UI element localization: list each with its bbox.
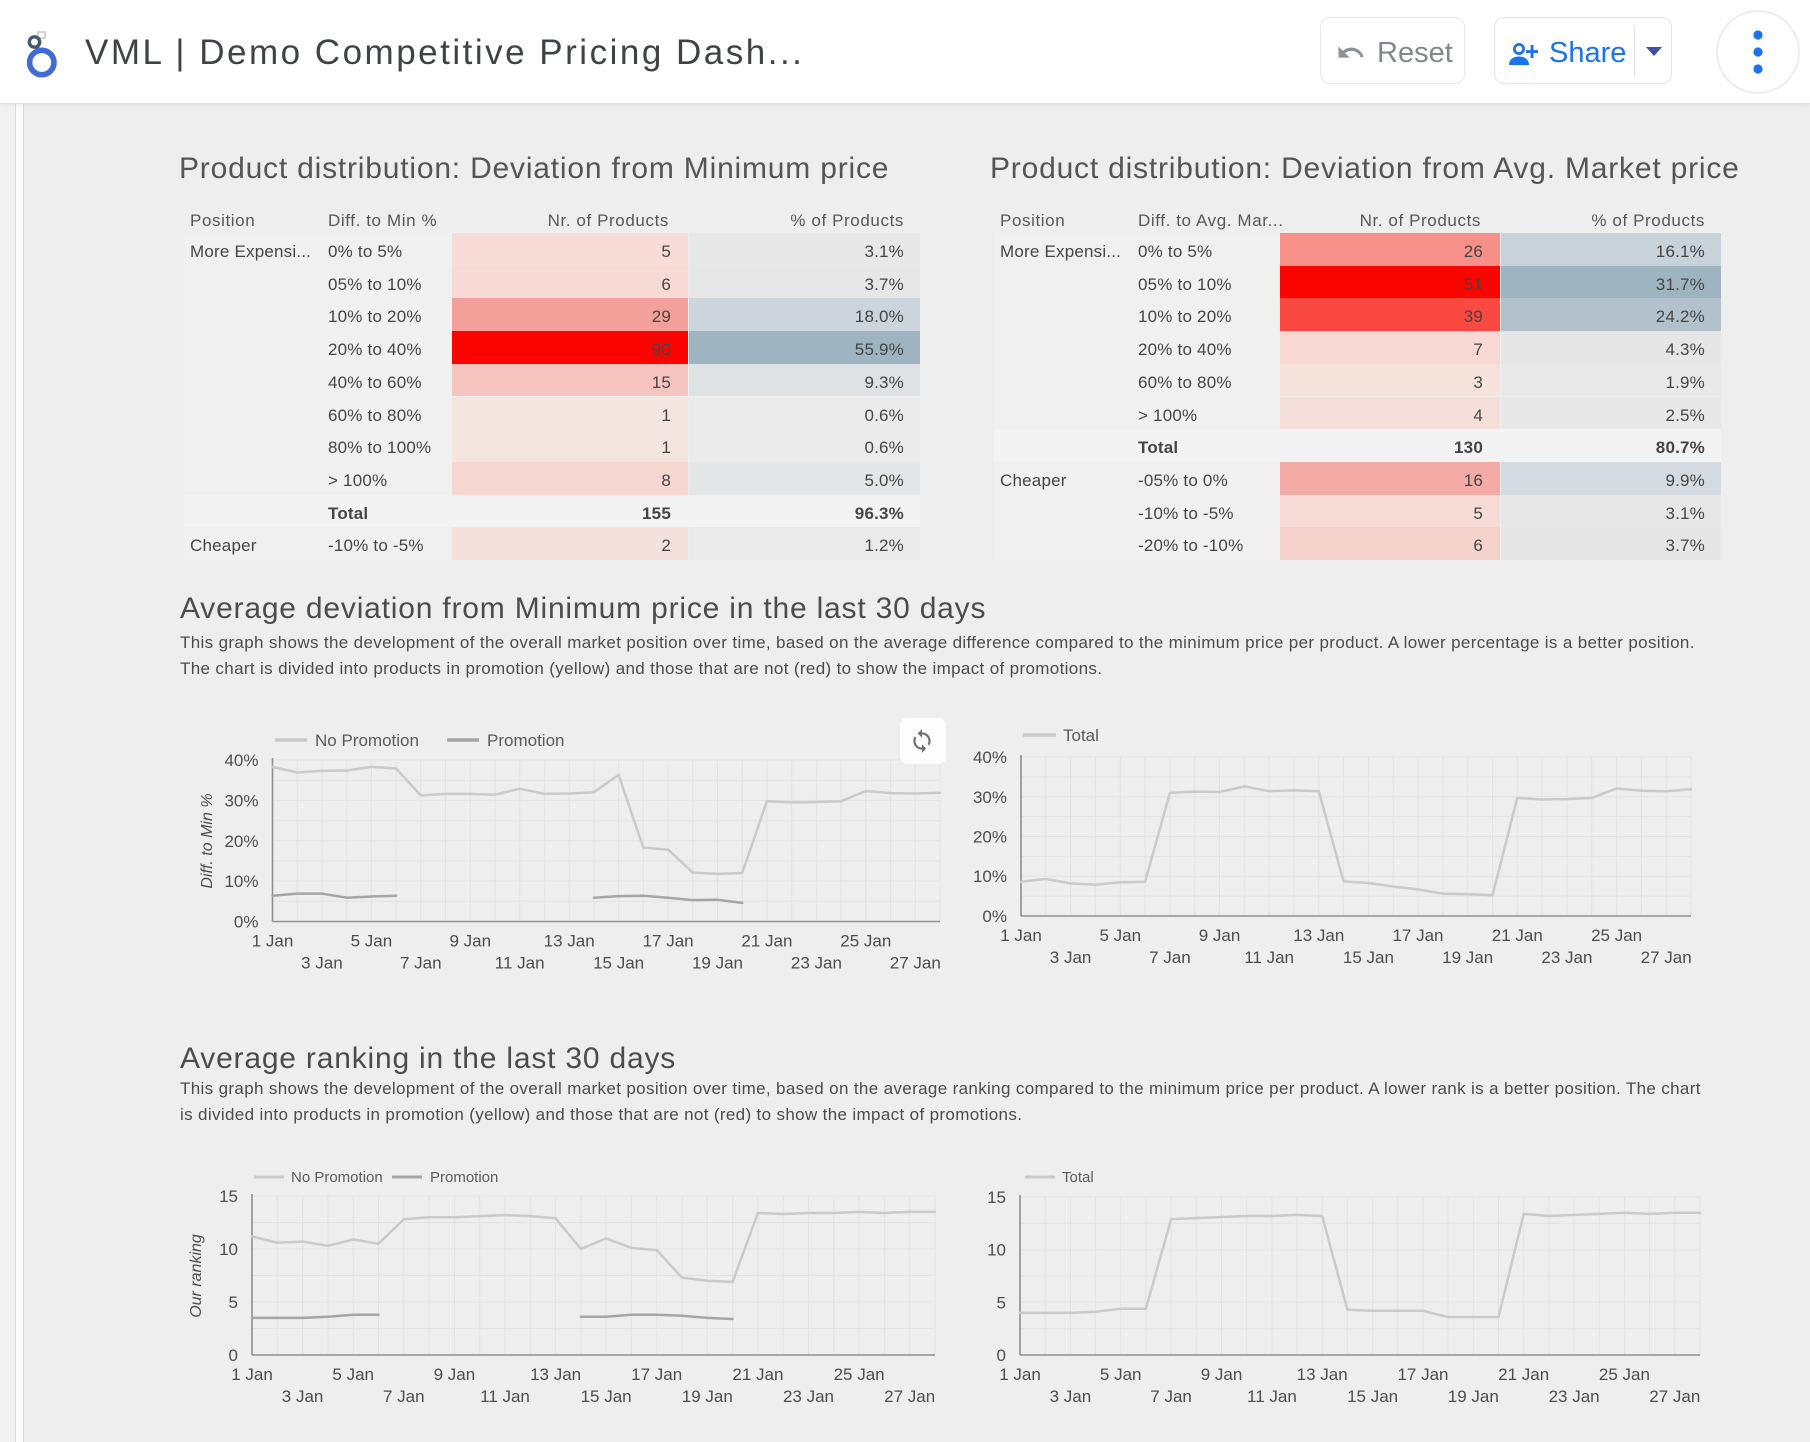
svg-text:0: 0	[997, 1346, 1006, 1365]
svg-text:19 Jan: 19 Jan	[1448, 1387, 1499, 1406]
svg-text:11 Jan: 11 Jan	[495, 954, 545, 973]
svg-text:5 Jan: 5 Jan	[1100, 1365, 1142, 1384]
svg-text:3 Jan: 3 Jan	[282, 1387, 324, 1406]
svg-text:0%: 0%	[234, 913, 259, 932]
svg-text:1 Jan: 1 Jan	[999, 1365, 1041, 1384]
svg-text:23 Jan: 23 Jan	[791, 954, 842, 973]
svg-text:23 Jan: 23 Jan	[1549, 1387, 1600, 1406]
svg-text:15 Jan: 15 Jan	[1347, 1387, 1398, 1406]
svg-text:15 Jan: 15 Jan	[581, 1387, 632, 1406]
svg-text:17 Jan: 17 Jan	[1392, 926, 1443, 945]
svg-text:7 Jan: 7 Jan	[1149, 948, 1191, 967]
svg-text:1 Jan: 1 Jan	[252, 932, 294, 951]
svg-text:11 Jan: 11 Jan	[1244, 948, 1294, 967]
svg-text:25 Jan: 25 Jan	[1599, 1365, 1650, 1384]
svg-text:40%: 40%	[973, 748, 1007, 767]
svg-text:No Promotion: No Promotion	[291, 1169, 383, 1186]
svg-text:10: 10	[219, 1240, 238, 1259]
svg-text:19 Jan: 19 Jan	[1442, 948, 1493, 967]
svg-text:13 Jan: 13 Jan	[1297, 1365, 1348, 1384]
svg-text:Promotion: Promotion	[430, 1169, 498, 1186]
svg-text:17 Jan: 17 Jan	[1397, 1365, 1448, 1384]
svg-text:10: 10	[987, 1241, 1006, 1260]
svg-text:Total: Total	[1062, 1169, 1094, 1186]
svg-text:27 Jan: 27 Jan	[890, 954, 941, 973]
svg-text:0: 0	[229, 1346, 238, 1365]
svg-text:9 Jan: 9 Jan	[434, 1365, 476, 1384]
svg-text:3 Jan: 3 Jan	[301, 954, 343, 973]
svg-text:7 Jan: 7 Jan	[1150, 1387, 1192, 1406]
svg-text:5: 5	[997, 1293, 1006, 1312]
svg-text:25 Jan: 25 Jan	[1591, 926, 1642, 945]
svg-text:27 Jan: 27 Jan	[1649, 1387, 1700, 1406]
svg-text:3 Jan: 3 Jan	[1050, 1387, 1092, 1406]
svg-text:5: 5	[229, 1293, 238, 1312]
svg-text:40%: 40%	[224, 751, 258, 770]
svg-text:7 Jan: 7 Jan	[400, 954, 442, 973]
svg-text:25 Jan: 25 Jan	[840, 932, 891, 951]
svg-text:20%: 20%	[973, 828, 1007, 847]
svg-text:Diff. to Min %: Diff. to Min %	[199, 793, 216, 888]
svg-text:17 Jan: 17 Jan	[631, 1365, 682, 1384]
svg-text:9 Jan: 9 Jan	[1199, 926, 1241, 945]
svg-text:19 Jan: 19 Jan	[682, 1387, 733, 1406]
svg-text:27 Jan: 27 Jan	[884, 1387, 935, 1406]
svg-text:Promotion: Promotion	[487, 731, 564, 750]
svg-text:23 Jan: 23 Jan	[1541, 948, 1592, 967]
svg-text:15 Jan: 15 Jan	[1343, 948, 1394, 967]
svg-text:13 Jan: 13 Jan	[530, 1365, 581, 1384]
svg-text:13 Jan: 13 Jan	[544, 932, 595, 951]
svg-text:20%: 20%	[224, 832, 258, 851]
svg-text:7 Jan: 7 Jan	[383, 1387, 425, 1406]
svg-text:10%: 10%	[224, 872, 258, 891]
svg-text:10%: 10%	[973, 867, 1007, 886]
svg-text:11 Jan: 11 Jan	[480, 1387, 530, 1406]
svg-text:30%: 30%	[224, 791, 258, 810]
svg-text:1 Jan: 1 Jan	[231, 1365, 273, 1384]
svg-text:23 Jan: 23 Jan	[783, 1387, 834, 1406]
svg-text:Our ranking: Our ranking	[188, 1234, 205, 1318]
svg-text:9 Jan: 9 Jan	[1201, 1365, 1243, 1384]
svg-text:No Promotion: No Promotion	[315, 731, 419, 750]
svg-text:3 Jan: 3 Jan	[1050, 948, 1092, 967]
svg-text:21 Jan: 21 Jan	[1492, 926, 1543, 945]
svg-text:13 Jan: 13 Jan	[1293, 926, 1344, 945]
svg-text:21 Jan: 21 Jan	[732, 1365, 783, 1384]
svg-text:1 Jan: 1 Jan	[1000, 926, 1042, 945]
svg-text:11 Jan: 11 Jan	[1247, 1387, 1297, 1406]
svg-text:21 Jan: 21 Jan	[1498, 1365, 1549, 1384]
svg-text:30%: 30%	[973, 788, 1007, 807]
svg-text:9 Jan: 9 Jan	[450, 932, 492, 951]
svg-text:19 Jan: 19 Jan	[692, 954, 743, 973]
svg-text:15 Jan: 15 Jan	[593, 954, 644, 973]
svg-text:15: 15	[987, 1188, 1006, 1207]
svg-text:5 Jan: 5 Jan	[332, 1365, 374, 1384]
svg-text:21 Jan: 21 Jan	[741, 932, 792, 951]
svg-text:5 Jan: 5 Jan	[1100, 926, 1142, 945]
svg-text:Total: Total	[1063, 726, 1099, 745]
svg-text:27 Jan: 27 Jan	[1641, 948, 1692, 967]
svg-text:5 Jan: 5 Jan	[351, 932, 393, 951]
svg-text:25 Jan: 25 Jan	[834, 1365, 885, 1384]
svg-text:17 Jan: 17 Jan	[643, 932, 694, 951]
svg-text:15: 15	[219, 1187, 238, 1206]
svg-text:0%: 0%	[982, 907, 1007, 926]
